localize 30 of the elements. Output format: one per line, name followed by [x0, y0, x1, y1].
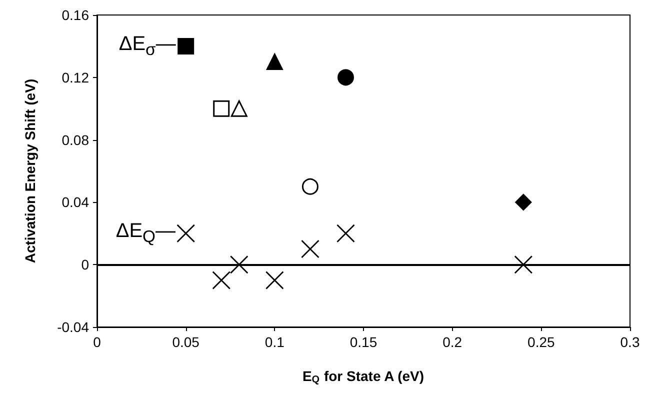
annotation: ΔE$_{σ}$— [118, 32, 176, 59]
point [178, 38, 194, 54]
point [515, 194, 532, 210]
y-tick-label: 0 [81, 256, 90, 273]
y-tick-label: 0.16 [62, 7, 90, 23]
x-tick-label: 0.15 [350, 334, 378, 350]
point [301, 240, 320, 258]
y-tick-label: -0.04 [57, 319, 90, 335]
point [302, 178, 318, 195]
point [514, 255, 533, 274]
annotation: ΔE$_{Q}$— [116, 220, 176, 246]
x-tick-label: 0.05 [172, 334, 200, 350]
point [338, 69, 354, 86]
point [212, 271, 231, 290]
x-tick-label: 0.1 [264, 334, 285, 350]
x-tick-label: 0.2 [442, 334, 462, 350]
point [213, 100, 230, 117]
point [336, 224, 355, 243]
y-tick-label: 0.08 [62, 132, 90, 148]
point [230, 255, 248, 274]
x-tick-label: 0 [93, 334, 102, 350]
point [265, 271, 284, 290]
point [176, 224, 196, 243]
y-axis-title: Activation Energy Shift (eV) [22, 78, 38, 264]
point [230, 100, 248, 117]
x-tick-label: 0.3 [620, 334, 640, 350]
x-tick-label: 0.25 [528, 334, 556, 350]
y-tick-label: 0.04 [62, 194, 90, 210]
point [266, 54, 283, 70]
y-tick-label: 0.12 [62, 69, 90, 86]
